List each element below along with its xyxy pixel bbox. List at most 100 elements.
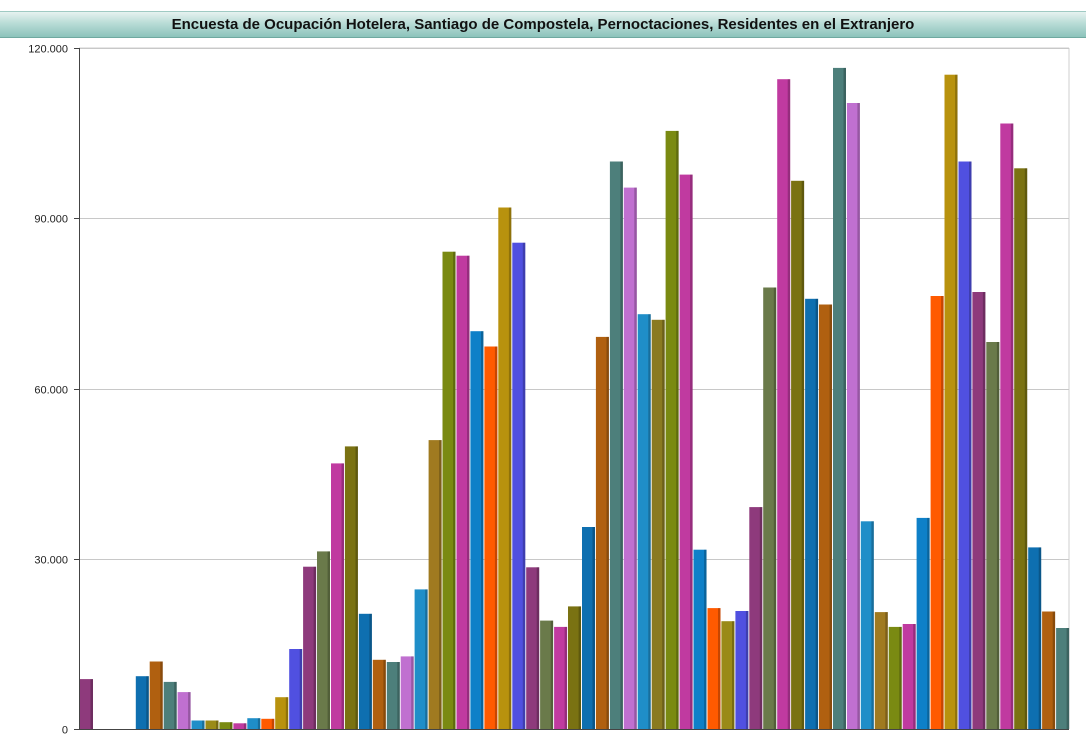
bar-shade [536, 567, 540, 729]
bar-shade [690, 174, 693, 730]
bar [275, 697, 289, 729]
bar [191, 720, 205, 729]
bar-shade [341, 463, 344, 729]
bar-shade [243, 723, 247, 729]
bar-shade [1010, 123, 1014, 729]
bar [833, 67, 846, 729]
bar-shade [843, 67, 846, 729]
bar [777, 79, 791, 729]
bar-shade [494, 346, 498, 729]
bar-shade [955, 74, 958, 729]
bar [358, 613, 372, 729]
bar [372, 659, 386, 729]
bar-shade [913, 624, 916, 729]
bar-shade [174, 681, 177, 729]
bar [261, 718, 275, 729]
bar-shade [285, 697, 289, 729]
bar [400, 656, 414, 729]
bar [693, 549, 707, 729]
bar [247, 718, 261, 729]
bar [958, 161, 972, 729]
bar [414, 589, 428, 729]
y-tick-label: 60.000 [34, 385, 68, 397]
bar-shade [745, 611, 749, 729]
bar-shade [299, 649, 303, 729]
bar-shade [718, 608, 721, 729]
chart-title: Encuesta de Ocupación Hotelera, Santiago… [171, 16, 915, 33]
bar-shade [508, 207, 512, 729]
bar [1042, 611, 1056, 729]
bar-shade [425, 589, 428, 729]
bar [163, 681, 177, 729]
bar-shade [676, 130, 679, 729]
bar-shade [759, 507, 763, 729]
bar [428, 440, 442, 729]
bar [344, 446, 358, 729]
bar-shade [160, 661, 163, 729]
bar [1028, 547, 1042, 729]
bar-shade [857, 103, 860, 729]
bar-shade [982, 292, 986, 729]
bar-shade [996, 342, 1000, 729]
bar-shade [467, 255, 470, 729]
bar [721, 621, 735, 729]
bar-shade [146, 676, 149, 729]
bar [679, 174, 693, 730]
bar-shade [188, 692, 191, 729]
y-tick-label: 0 [62, 725, 68, 737]
bar-shade [1024, 168, 1028, 730]
bar [1056, 628, 1070, 729]
bar [1000, 123, 1014, 729]
bar [568, 606, 581, 729]
bar [484, 346, 498, 729]
bar-shade [564, 626, 568, 729]
bar-shade [397, 662, 400, 729]
bar [219, 722, 233, 729]
bar [791, 180, 805, 730]
bar [512, 242, 526, 729]
bar-shade [578, 606, 582, 729]
bar-shade [411, 656, 414, 729]
bar [289, 649, 303, 729]
bar [916, 517, 930, 729]
bar [135, 676, 149, 729]
bar [233, 723, 247, 729]
bar [595, 336, 609, 729]
bar [860, 521, 874, 729]
bar [637, 314, 651, 729]
bar-shade [606, 336, 609, 729]
y-tick-label: 30.000 [34, 555, 68, 567]
bar [819, 304, 832, 729]
bar [749, 507, 763, 729]
bar [623, 187, 637, 730]
bar [582, 527, 595, 729]
bar-shade [620, 161, 623, 729]
bar-shade [202, 720, 205, 729]
bar-shade [899, 626, 902, 729]
bar-shade [829, 304, 833, 729]
bar [80, 679, 93, 729]
bar-shade [439, 440, 442, 729]
bar-shade [481, 331, 484, 729]
bar [735, 611, 749, 729]
bar-shade [453, 251, 456, 729]
bar [442, 251, 456, 729]
bar-shade [648, 314, 651, 729]
bar [707, 608, 721, 729]
bar-shade [313, 566, 317, 729]
bar-shade [271, 718, 275, 729]
bar-shade [969, 161, 972, 729]
bar-shade [815, 298, 819, 729]
bar-shade [927, 517, 930, 729]
bar [805, 298, 819, 729]
bar [498, 207, 512, 729]
bar-shade [592, 527, 595, 729]
bar-shade [704, 549, 707, 729]
bar-shade [634, 187, 637, 730]
bar [526, 567, 540, 729]
bar-shade [662, 319, 665, 729]
bar [944, 74, 958, 729]
bar [986, 342, 1000, 729]
bar-shade [1066, 628, 1070, 729]
